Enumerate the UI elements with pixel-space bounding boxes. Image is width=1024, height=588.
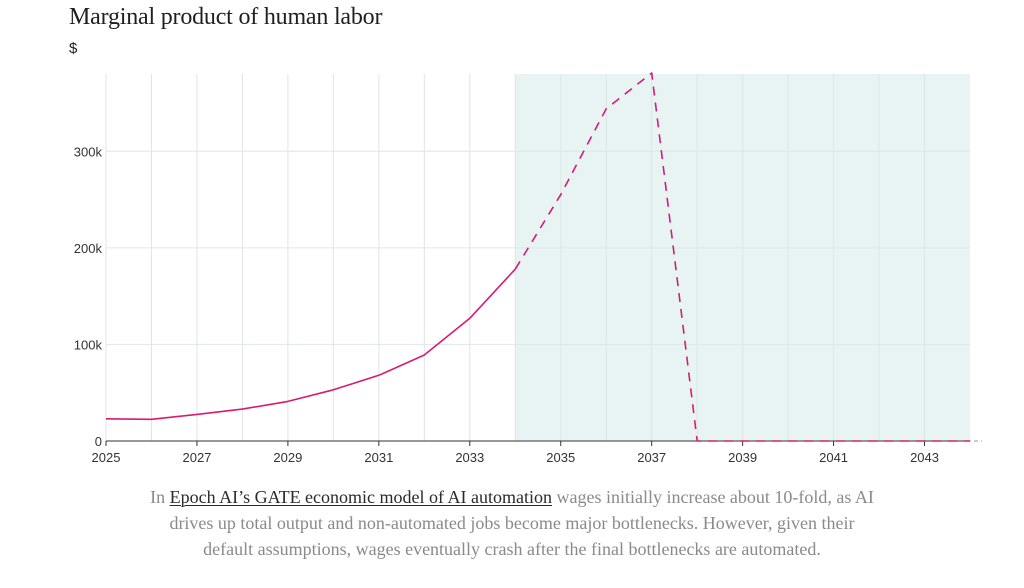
x-tick-label: 2025 (92, 450, 121, 465)
y-tick-label: 200k (74, 241, 103, 256)
chart-caption: In Epoch AI’s GATE economic model of AI … (150, 484, 874, 562)
grid-layer (105, 74, 970, 441)
y-tick-label: 300k (74, 144, 103, 159)
series-layer (105, 72, 970, 442)
x-tick-label: 2027 (182, 450, 211, 465)
chart-title: Marginal product of human labor (69, 4, 383, 30)
y-tick-label: 0 (95, 434, 102, 449)
gate-model-link[interactable]: Epoch AI’s GATE economic model of AI aut… (169, 487, 552, 507)
x-tick-label: 2031 (364, 450, 393, 465)
caption-text-before: In (150, 487, 170, 507)
x-tick-label: 2033 (455, 450, 484, 465)
line-chart: 2025 2027 2029 2031 2033 2035 2037 2039 2041 2043… (74, 72, 982, 465)
x-tick-label: 2041 (819, 450, 848, 465)
caption-text-after: wages initially increase about 10-fold, … (169, 487, 874, 559)
x-tick-label: 2035 (546, 450, 575, 465)
axis-layer: 2025 2027 2029 2031 2033 2035 2037 2039 2041 2043… (74, 144, 982, 465)
x-tick-label: 2039 (728, 450, 757, 465)
projected-wage-line (514, 72, 970, 442)
x-tick-label: 2043 (910, 450, 939, 465)
x-tick-label: 2037 (637, 450, 666, 465)
historical-wage-line (105, 268, 516, 421)
y-tick-label: 100k (74, 337, 103, 352)
x-tick-label: 2029 (273, 450, 302, 465)
y-axis-unit-label: $ (69, 40, 78, 57)
